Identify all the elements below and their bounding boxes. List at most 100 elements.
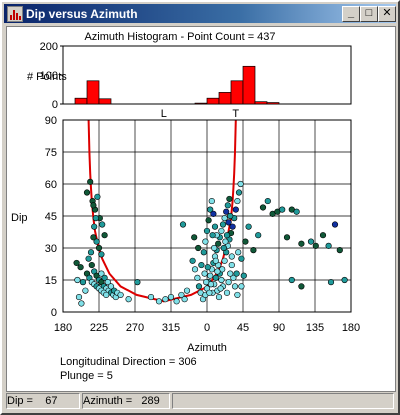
data-point [82,287,89,294]
scatter-x-label: Azimuth [187,342,227,354]
data-point [87,249,95,256]
longitudinal-direction-text: Longitudinal Direction = 306 [60,356,197,368]
data-point [205,217,212,224]
close-button[interactable]: ✕ [378,6,396,22]
data-point [117,291,124,299]
data-point [207,281,215,288]
x-tick-label: 0 [204,322,210,334]
x-tick-label: 45 [237,322,249,334]
data-point [229,223,236,230]
data-point [90,202,97,209]
data-point [235,249,242,256]
data-point [211,223,219,230]
data-point [88,261,95,269]
y-tick-label: 60 [45,179,57,191]
data-point [73,259,80,267]
histogram-bar [254,101,268,105]
histogram-bar [266,102,280,105]
data-point [195,283,203,290]
data-point [264,197,271,205]
data-point [83,189,91,196]
data-point [191,266,199,273]
data-point [178,291,185,299]
data-point [238,283,245,290]
data-point [235,189,243,196]
data-point [219,221,227,228]
data-point [87,178,94,185]
chart-area: Azimuth Histogram - Point Count = 437 # … [6,26,396,392]
data-point [203,227,211,235]
scatter-points [73,178,348,307]
histogram-app-icon[interactable] [7,6,23,22]
histogram-tick-label: 200 [40,41,58,53]
data-point [220,244,227,252]
data-point [212,274,219,281]
data-point [134,279,141,286]
y-tick-label: 0 [51,307,57,319]
data-point [125,296,132,303]
maximize-button[interactable]: □ [360,6,378,22]
data-point [94,193,101,200]
data-point [103,291,110,299]
data-point [91,223,98,230]
data-point [92,215,99,222]
data-point [283,234,291,241]
data-point [147,293,155,301]
status-dip: Dip = 67 [6,393,80,409]
x-tick-label: 225 [90,322,108,334]
data-point [228,261,235,269]
scatter-frame [62,119,352,313]
plunge-text: Plunge = 5 [60,370,113,382]
data-point [223,232,231,239]
data-point [221,215,228,222]
data-point [215,240,222,247]
data-point [218,227,225,235]
histogram-bar [206,97,220,105]
data-point [215,293,223,301]
histogram-frame [62,45,352,105]
status-empty-pane [172,393,394,409]
y-tick-label: 75 [45,147,57,159]
x-tick-label: 270 [126,322,144,334]
data-point [227,212,234,220]
minimize-button[interactable]: _ [342,6,360,22]
data-point [279,206,286,213]
longitudinal-curve [87,119,237,303]
histogram-y-ticks: 0 100 200 [40,41,63,111]
data-point [331,221,339,228]
data-point [212,257,219,264]
histogram-bar [242,65,256,105]
scatter-grid [62,119,352,313]
histogram-title: Azimuth Histogram - Point Count = 437 [84,31,275,43]
data-point [179,221,187,228]
histogram-tick-label: 100 [40,70,58,82]
status-bar: Dip = 67 Azimuth = 289 [6,393,394,409]
data-point [195,244,202,252]
data-point [250,247,257,254]
histogram-y-label: # Points [27,71,67,83]
data-point [206,289,213,296]
data-point [237,180,244,188]
data-point [293,208,300,215]
histogram-bar [230,80,244,105]
x-tick-label: 135 [306,322,324,334]
data-point [191,234,198,241]
data-point [208,197,215,205]
x-tick-label: 315 [162,322,180,334]
data-point [101,232,108,239]
title-bar[interactable]: Dip versus Azimuth _ □ ✕ [4,4,396,23]
histogram-marker-label: L [161,108,167,120]
data-point [228,253,235,260]
data-point [341,276,348,284]
data-point [242,238,249,245]
histogram-bar [218,92,232,105]
data-point [204,264,211,271]
data-point [78,300,85,307]
histogram-bars [74,65,280,105]
data-point [107,283,115,290]
data-point [298,283,305,290]
data-point [223,289,231,296]
window-title: Dip versus Azimuth [26,7,138,21]
scatter-x-ticks: 180 225 270 315 0 45 90 135 180 [54,322,360,334]
data-point [183,287,191,294]
